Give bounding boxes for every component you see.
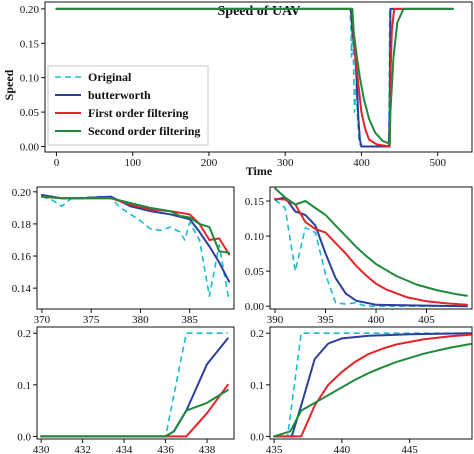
- chart-panel-zoom-435-449: 435 440 445 0.0 0.1 0.2: [250, 326, 473, 454]
- series-line-butterworth: [274, 196, 468, 308]
- series-line-second-order-filtering: [273, 343, 472, 438]
- y-tick-label: 0.20: [20, 4, 40, 16]
- y-tick-label: 0.1: [250, 380, 264, 392]
- x-tick-label: 0: [54, 157, 60, 169]
- main-chart-ylabel: Speed: [2, 69, 16, 100]
- x-tick-label: 436: [157, 444, 174, 454]
- x-tick-label: 440: [334, 444, 351, 454]
- y-tick-label: 0.2: [250, 328, 264, 340]
- y-tick-label: 0.00: [20, 141, 40, 153]
- plot-frame: [36, 326, 235, 440]
- y-tick-label: 0.10: [245, 231, 265, 243]
- plot-area: [274, 187, 468, 308]
- x-tick-label: 430: [33, 444, 50, 454]
- plot-area: [40, 194, 231, 302]
- y-tick-label: 0.0: [17, 431, 31, 443]
- series-line-butterworth: [40, 194, 231, 283]
- chart-panel-zoom-390-409: 390 395 400 405 0.00 0.05 0.10 0.15: [245, 186, 473, 326]
- x-tick-label: 100: [124, 157, 141, 169]
- legend-label-butterworth: butterworth: [88, 88, 151, 102]
- x-tick-label: 400: [353, 157, 370, 169]
- chart-panel-zoom-430-439: 430 432 434 436 438 0.0 0.1 0.2: [17, 326, 235, 454]
- series-line-second-order-filtering: [40, 389, 229, 438]
- x-tick-label: 445: [401, 444, 418, 454]
- plot-area: [40, 332, 229, 438]
- x-tick-label: 435: [266, 444, 283, 454]
- legend: Original butterworth First order filtering…: [47, 65, 209, 146]
- y-tick-label: 0.05: [245, 266, 265, 278]
- x-tick-label: 390: [267, 314, 284, 326]
- series-line-first-order-filtering: [40, 383, 229, 438]
- y-tick-label: 0.2: [17, 328, 31, 340]
- series-line-original: [274, 198, 467, 307]
- y-tick-label: 0.1: [17, 380, 31, 392]
- y-tick-label: 0.05: [20, 107, 40, 119]
- chart-panel-main: 0 100 200 300 400 500 0.00 0.05 0.10 0.15 0.20: [20, 1, 473, 169]
- x-tick-label: 500: [429, 157, 446, 169]
- x-tick-label: 438: [199, 444, 216, 454]
- y-tick-label: 0.10: [20, 73, 40, 85]
- series-line-original: [56, 8, 453, 148]
- plot-area: [273, 332, 472, 438]
- plot-area: [55, 7, 454, 148]
- y-tick-label: 0.20: [12, 187, 32, 199]
- legend-label-original: Original: [88, 70, 132, 84]
- x-tick-label: 400: [368, 314, 385, 326]
- x-tick-label: 434: [116, 444, 133, 454]
- series-line-first-order-filtering: [55, 7, 454, 148]
- x-tick-label: 370: [34, 314, 51, 326]
- series-line-first-order-filtering: [274, 197, 468, 306]
- plot-frame: [44, 1, 473, 153]
- plot-frame: [269, 326, 473, 440]
- plot-frame: [269, 186, 473, 310]
- series-line-original: [274, 332, 471, 438]
- series-line-second-order-filtering: [40, 195, 231, 254]
- x-tick-label: 385: [181, 314, 198, 326]
- y-tick-label: 0.14: [12, 283, 32, 295]
- series-line-original: [41, 195, 230, 302]
- x-tick-label: 380: [132, 314, 149, 326]
- y-tick-label: 0.0: [250, 431, 264, 443]
- series-line-second-order-filtering: [55, 7, 454, 145]
- y-tick-label: 0.15: [245, 196, 265, 208]
- series-line-first-order-filtering: [273, 333, 472, 438]
- main-chart-title: Speed of UAV: [218, 4, 301, 19]
- x-tick-label: 200: [201, 157, 218, 169]
- series-line-butterworth: [273, 332, 472, 438]
- y-tick-label: 0.18: [12, 219, 32, 231]
- x-tick-label: 405: [418, 314, 435, 326]
- chart-panel-zoom-370-389: 370 375 380 385 0.14 0.16 0.18 0.20: [12, 186, 235, 326]
- main-chart-xlabel: Time: [246, 164, 273, 178]
- x-tick-label: 395: [317, 314, 334, 326]
- legend-label-second-order-filtering: Second order filtering: [88, 124, 200, 138]
- y-tick-label: 0.16: [12, 251, 32, 263]
- x-tick-label: 375: [83, 314, 100, 326]
- x-tick-label: 300: [277, 157, 294, 169]
- y-tick-label: 0.15: [20, 38, 40, 50]
- legend-label-first-order-filtering: First order filtering: [88, 106, 188, 120]
- plot-frame: [36, 186, 235, 310]
- y-tick-label: 0.00: [245, 301, 265, 313]
- x-tick-label: 432: [74, 444, 91, 454]
- series-line-second-order-filtering: [274, 187, 468, 297]
